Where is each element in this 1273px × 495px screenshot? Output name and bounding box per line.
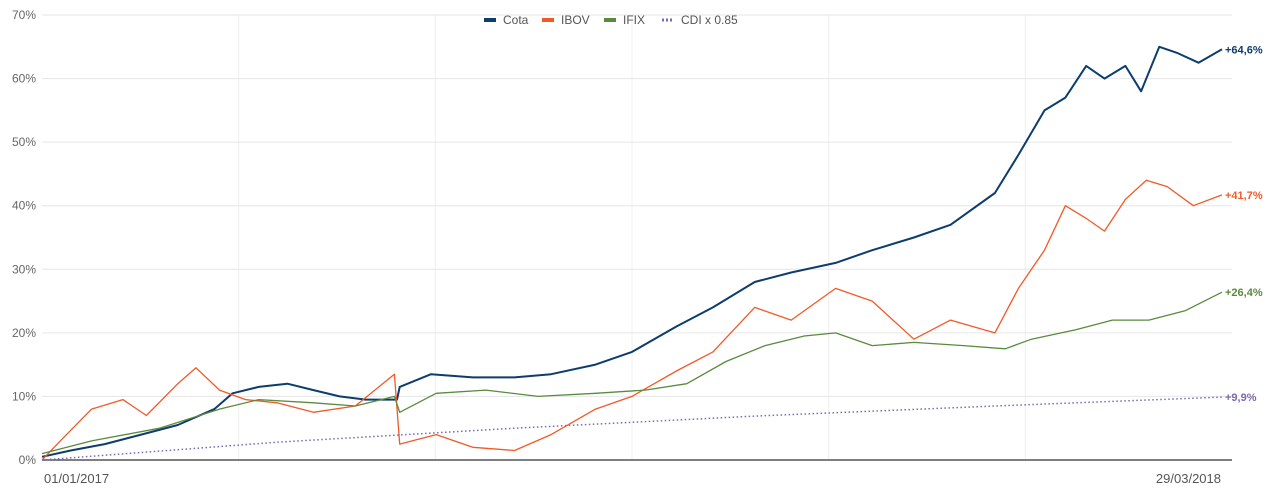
- series-group: [41, 45, 1223, 461]
- end-label-cota: +64,6%: [1225, 44, 1263, 56]
- y-tick-label: 40%: [12, 199, 36, 213]
- legend-label: IFIX: [623, 13, 645, 27]
- legend-item-ifix[interactable]: IFIX: [604, 13, 645, 27]
- y-tick-label: 20%: [12, 326, 36, 340]
- y-axis: 0% 10% 20% 30% 40% 50% 60% 70%: [12, 8, 36, 467]
- series-line-ifix: [41, 291, 1223, 455]
- end-label-cdi-x-0-85: +9,9%: [1225, 392, 1257, 404]
- legend-label: CDI x 0.85: [681, 13, 738, 27]
- legend[interactable]: Cota IBOV IFIX CDI x 0.85: [484, 13, 738, 27]
- series-line-cota: [41, 45, 1223, 458]
- y-tick-label: 60%: [12, 72, 36, 86]
- legend-label: IBOV: [561, 13, 590, 27]
- legend-label: Cota: [503, 13, 529, 27]
- x-end-label: 29/03/2018: [1156, 471, 1221, 486]
- y-tick-label: 70%: [12, 8, 36, 22]
- grid: [42, 14, 1232, 461]
- series-line-cdi-x-0-85: [41, 396, 1223, 461]
- end-label-ibov: +41,7%: [1225, 190, 1263, 202]
- legend-item-cdi-x-0-85[interactable]: CDI x 0.85: [662, 13, 738, 27]
- legend-item-cota[interactable]: Cota: [484, 13, 529, 27]
- x-axis: 01/01/2017 29/03/2018: [44, 471, 1221, 486]
- end-label-ifix: +26,4%: [1225, 287, 1263, 299]
- y-tick-label: 0%: [19, 453, 37, 467]
- y-tick-label: 30%: [12, 262, 36, 276]
- y-tick-label: 50%: [12, 135, 36, 149]
- series-line-ibov: [41, 179, 1223, 461]
- y-tick-label: 10%: [12, 389, 36, 403]
- end-labels: +64,6% +41,7% +26,4% +9,9%: [1225, 44, 1263, 404]
- legend-item-ibov[interactable]: IBOV: [542, 13, 590, 27]
- x-start-label: 01/01/2017: [44, 471, 109, 486]
